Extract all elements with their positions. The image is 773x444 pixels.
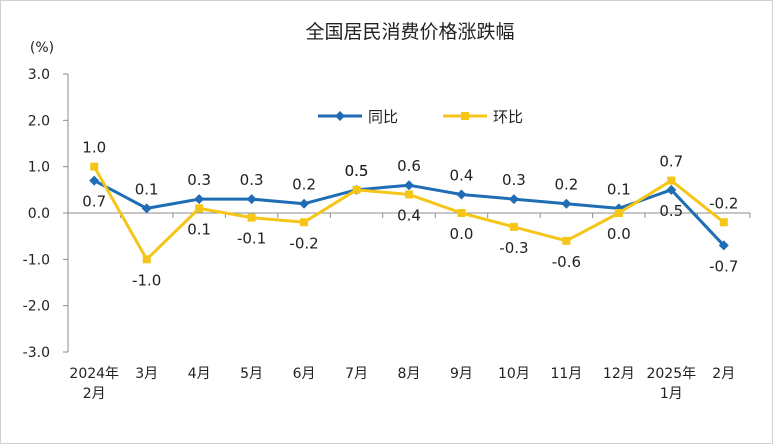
- data-label: 0.4: [397, 206, 421, 224]
- x-tick-label: 3月: [135, 366, 158, 382]
- x-tick-label: 7月: [345, 366, 368, 382]
- series-mom: [90, 162, 728, 264]
- data-label: 0.1: [607, 180, 631, 198]
- data-point: [90, 162, 99, 171]
- data-label: 0.2: [292, 176, 316, 194]
- data-point: [141, 203, 152, 214]
- x-tick-label: 2024年: [69, 366, 119, 382]
- data-label: 0.5: [345, 162, 369, 180]
- data-point: [299, 198, 310, 209]
- data-point: [352, 185, 361, 194]
- data-point: [719, 218, 728, 227]
- x-tick-label: 11月: [550, 366, 582, 382]
- x-tick-label: 2月: [83, 386, 106, 402]
- data-point: [508, 194, 519, 205]
- data-label: 0.6: [397, 157, 421, 175]
- y-tick-label: -3.0: [23, 345, 50, 361]
- data-point: [718, 240, 729, 251]
- legend-marker: [335, 111, 345, 121]
- x-tick-label: 8月: [398, 366, 421, 382]
- data-label: -0.2: [709, 194, 738, 212]
- x-tick-label: 9月: [450, 366, 473, 382]
- data-label: -0.6: [552, 253, 581, 271]
- x-tick-label: 2月: [712, 366, 735, 382]
- y-tick-label: 0.0: [28, 206, 50, 222]
- data-label: 0.0: [450, 225, 474, 243]
- data-label: 0.2: [554, 176, 578, 194]
- data-label: 1.0: [82, 139, 106, 157]
- data-point: [561, 198, 572, 209]
- x-tick-label: 12月: [603, 366, 635, 382]
- data-label: -0.1: [237, 230, 266, 248]
- x-tick-label: 6月: [293, 366, 316, 382]
- data-label: 0.1: [187, 220, 211, 238]
- data-label: 0.1: [135, 180, 159, 198]
- data-point: [300, 218, 309, 227]
- data-point: [246, 194, 257, 205]
- data-label: 0.0: [607, 225, 631, 243]
- data-point: [404, 180, 414, 191]
- data-label: -1.0: [132, 271, 161, 289]
- x-tick-label: 2025年: [646, 366, 696, 382]
- legend-label: 环比: [493, 108, 523, 126]
- legend-label: 同比: [368, 108, 398, 126]
- data-label: 0.7: [82, 193, 106, 211]
- data-label: -0.7: [709, 257, 738, 275]
- y-tick-label: 3.0: [28, 67, 50, 83]
- data-label: 0.5: [659, 202, 683, 220]
- data-label: 0.3: [187, 171, 211, 189]
- data-label: 0.3: [240, 171, 264, 189]
- data-point: [142, 255, 151, 264]
- legend: 同比 环比: [318, 108, 523, 126]
- y-tick-label: -2.0: [23, 299, 50, 315]
- y-tick-label: -1.0: [23, 252, 50, 268]
- data-point: [667, 176, 676, 185]
- data-point: [195, 204, 204, 213]
- data-label: 0.5: [345, 162, 369, 180]
- data-point: [405, 190, 413, 199]
- chart-title: 全国居民消费价格涨跌幅: [305, 21, 514, 43]
- legend-marker: [461, 112, 469, 120]
- data-point: [509, 222, 518, 231]
- data-point: [456, 189, 467, 200]
- x-tick-label: 10月: [498, 366, 530, 382]
- data-label: -0.3: [499, 239, 528, 257]
- data-label: 0.3: [502, 171, 526, 189]
- y-tick-label: 2.0: [28, 113, 50, 129]
- x-tick-label: 4月: [188, 366, 211, 382]
- y-tick-label: 1.0: [28, 160, 50, 176]
- x-tick-label: 5月: [240, 366, 263, 382]
- data-point: [247, 213, 256, 222]
- series-layer: 0.7 0.1 0.3 0.3 0.2 0.5 0.6 0.4 0.3 0.2 0.1 0.5 -0.7…: [82, 139, 738, 290]
- data-label: 0.4: [450, 166, 474, 184]
- data-point: [614, 209, 623, 217]
- data-label: -0.2: [289, 234, 318, 252]
- data-label: 0.7: [659, 153, 683, 171]
- data-point: [562, 236, 571, 245]
- axes: 3.0 2.0 1.0 0.0 -1.0 -2.0 -3.0 2024年 2月 3月 4月 5月 6月 7…: [23, 67, 751, 402]
- y-axis-unit: (%): [30, 40, 54, 56]
- data-point: [89, 175, 100, 186]
- data-point: [194, 194, 205, 205]
- data-point: [457, 209, 466, 217]
- data-point: [666, 184, 677, 195]
- x-tick-label: 1月: [660, 386, 683, 402]
